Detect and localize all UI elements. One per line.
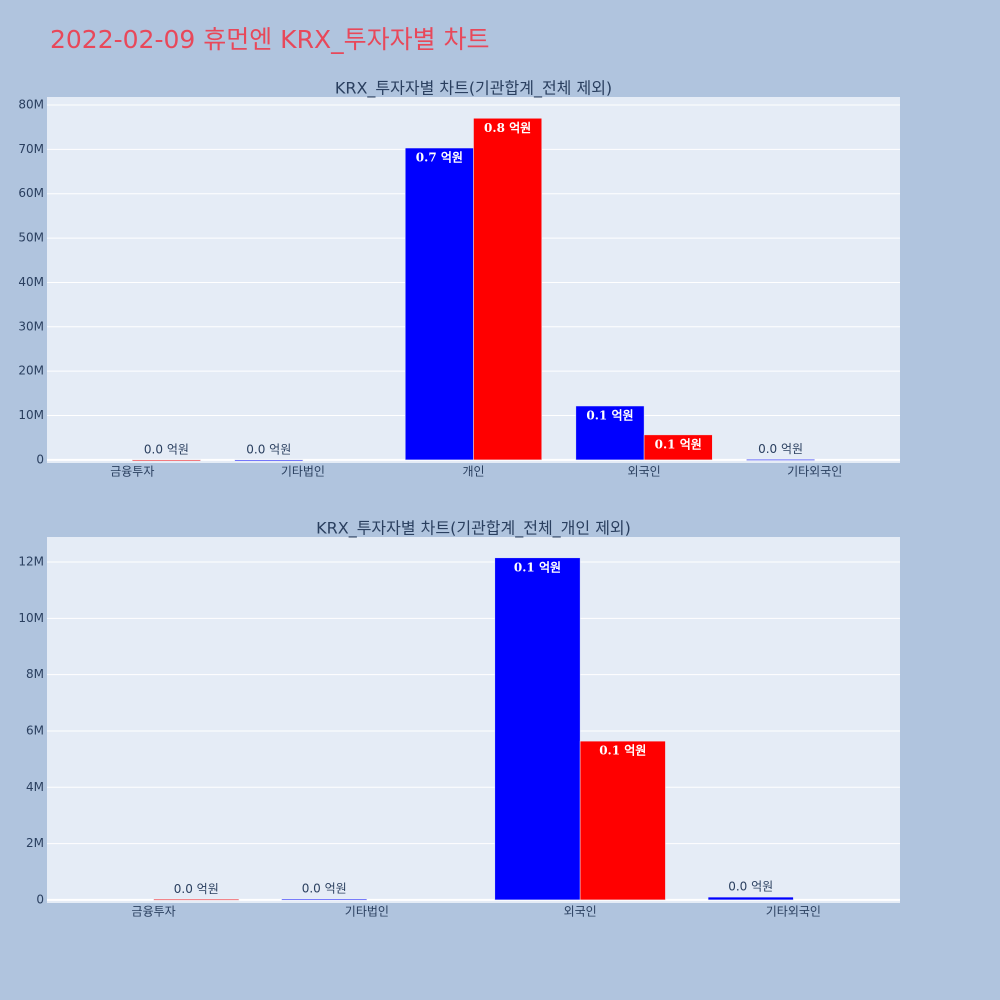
- x-tick-label: 외국인: [564, 905, 597, 919]
- value-label: 0.0 억원: [144, 442, 189, 456]
- y-tick-label: 70M: [18, 142, 44, 156]
- y-tick-label: 10M: [18, 408, 44, 422]
- plot-area: [47, 537, 900, 903]
- chart-title: KRX_투자자별 차트(기관합계_전체_개인 제외): [316, 519, 631, 539]
- bar: [575, 405, 645, 461]
- value-label: 0.1 억원: [599, 744, 646, 758]
- y-tick-label: 20M: [18, 364, 44, 378]
- bar: [746, 459, 815, 461]
- bar: [234, 459, 304, 462]
- y-tick-label: 30M: [18, 319, 44, 333]
- value-label: 0.0 억원: [728, 880, 773, 894]
- value-label: 0.1 억원: [655, 437, 702, 451]
- y-tick-label: 0: [36, 892, 44, 906]
- bar: [473, 118, 542, 461]
- value-label: 0.7 억원: [416, 151, 463, 165]
- x-tick-label: 기타외국인: [766, 905, 821, 919]
- y-tick-label: 60M: [18, 186, 44, 200]
- x-tick-label: 외국인: [628, 465, 661, 479]
- page-title: 2022-02-09 휴먼엔 KRX_투자자별 차트: [50, 25, 490, 54]
- y-tick-label: 12M: [18, 555, 44, 569]
- y-tick-label: 6M: [26, 723, 44, 737]
- y-tick-label: 10M: [18, 611, 44, 625]
- bar: [153, 899, 240, 901]
- bar: [579, 740, 666, 901]
- x-tick-label: 기타외국인: [787, 465, 842, 479]
- bar: [494, 557, 581, 901]
- value-label: 0.1 억원: [514, 560, 561, 574]
- x-tick-label: 금융투자: [110, 465, 154, 479]
- y-tick-label: 0: [36, 452, 44, 466]
- value-label: 0.1 억원: [586, 408, 633, 422]
- bar: [707, 896, 794, 901]
- y-tick-label: 40M: [18, 275, 44, 289]
- bar: [132, 459, 201, 462]
- value-label: 0.0 억원: [174, 882, 219, 896]
- bar: [643, 434, 713, 461]
- x-tick-label: 금융투자: [132, 905, 176, 919]
- value-label: 0.8 억원: [484, 121, 531, 135]
- y-tick-label: 8M: [26, 667, 44, 681]
- y-tick-label: 50M: [18, 231, 44, 245]
- value-label: 0.0 억원: [302, 882, 347, 896]
- y-tick-label: 80M: [18, 97, 44, 111]
- bar: [281, 898, 368, 901]
- x-tick-label: 개인: [462, 465, 484, 479]
- bar: [405, 147, 474, 461]
- y-tick-label: 4M: [26, 780, 44, 794]
- value-label: 0.0 억원: [246, 442, 291, 456]
- y-tick-label: 2M: [26, 836, 44, 850]
- value-label: 0.0 억원: [758, 442, 803, 456]
- chart-title: KRX_투자자별 차트(기관합계_전체 제외): [335, 79, 612, 99]
- x-tick-label: 기타법인: [281, 465, 325, 479]
- x-tick-label: 기타법인: [345, 905, 389, 919]
